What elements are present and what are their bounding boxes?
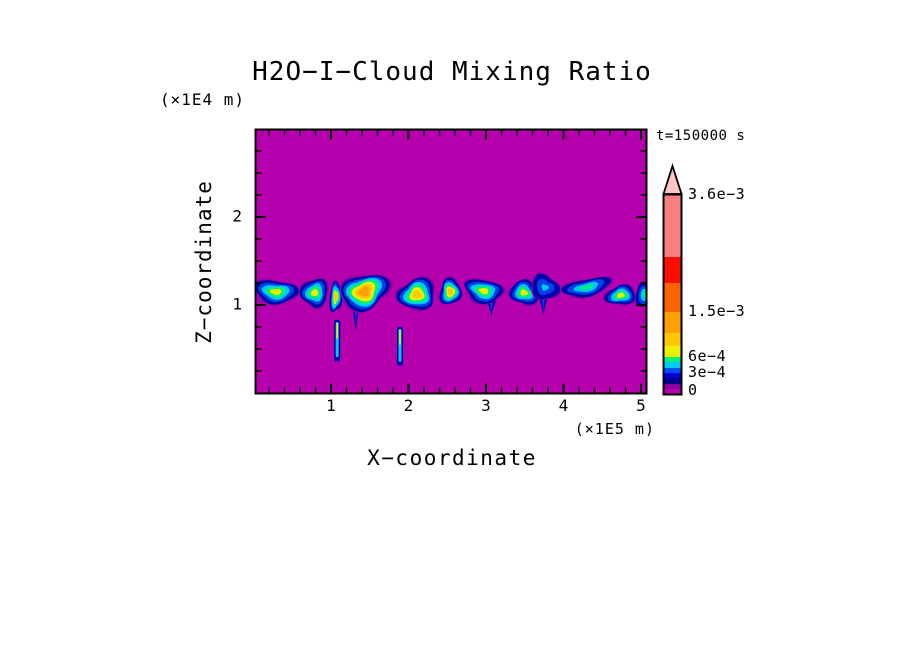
cloud-band-layer (255, 272, 647, 366)
cloud-blob-band (334, 293, 338, 302)
colorbar-level-label: 1.5e−3 (688, 302, 746, 321)
colorbar-segment (664, 378, 681, 384)
cloud-blob-band (478, 288, 489, 295)
cloud-blob-band (541, 284, 549, 291)
x-tick-label: 3 (481, 396, 491, 415)
x-tick-label: 1 (326, 396, 336, 415)
cloud-tail (541, 297, 546, 311)
plot-frame (254, 128, 648, 395)
cloud-blob-band (520, 289, 529, 296)
z-axis-unit-label: (×1E4 m) (160, 90, 246, 109)
plot-field-background (255, 129, 647, 394)
fall-streak (336, 322, 338, 339)
cloud-blob-band (447, 288, 454, 296)
colorbar-segment (664, 283, 681, 312)
cloud-blob-band (579, 284, 593, 290)
x-axis-unit-label: (×1E5 m) (574, 420, 655, 438)
cloud-blob-band (310, 288, 319, 297)
colorbar-segment (664, 373, 681, 378)
colorbar-segment (664, 357, 681, 362)
colorbar-level-label: 6e−4 (688, 347, 727, 366)
cloud-blob-band (616, 292, 625, 298)
z-axis-title: Z−coordinate (191, 180, 216, 344)
chart-title: H2O−I−Cloud Mixing Ratio (252, 57, 652, 87)
colorbar-level-label: 3.6e−3 (688, 185, 746, 204)
colorbar-level-label: 3e−4 (688, 363, 727, 382)
x-tick-label: 5 (636, 396, 646, 415)
cloud-blob-band (357, 286, 370, 297)
colorbar-segment (664, 333, 681, 346)
colorbar-overflow-arrow (662, 163, 683, 195)
time-annotation: t=150000 s (656, 128, 746, 144)
colorbar-segment (664, 257, 681, 283)
z-tick-label: 2 (232, 206, 242, 226)
cloud-blob-band (412, 289, 423, 299)
colorbar-segment (664, 312, 681, 333)
colorbar-segment (664, 346, 681, 357)
x-tick-label: 4 (558, 396, 569, 415)
fall-streak (399, 330, 401, 345)
z-tick-label: 1 (232, 294, 242, 314)
cloud-blob-band (269, 288, 282, 296)
colorbar-segment (664, 368, 681, 373)
colorbar-segment (664, 195, 681, 257)
x-tick-label: 2 (403, 396, 414, 415)
x-axis-title: X−coordinate (367, 446, 537, 470)
colorbar-level-label: 0 (688, 381, 698, 400)
colorbar-segment (664, 384, 681, 389)
axis-ticks (256, 130, 646, 393)
colorbar-segment (664, 389, 681, 394)
colorbar-segment (664, 362, 681, 368)
